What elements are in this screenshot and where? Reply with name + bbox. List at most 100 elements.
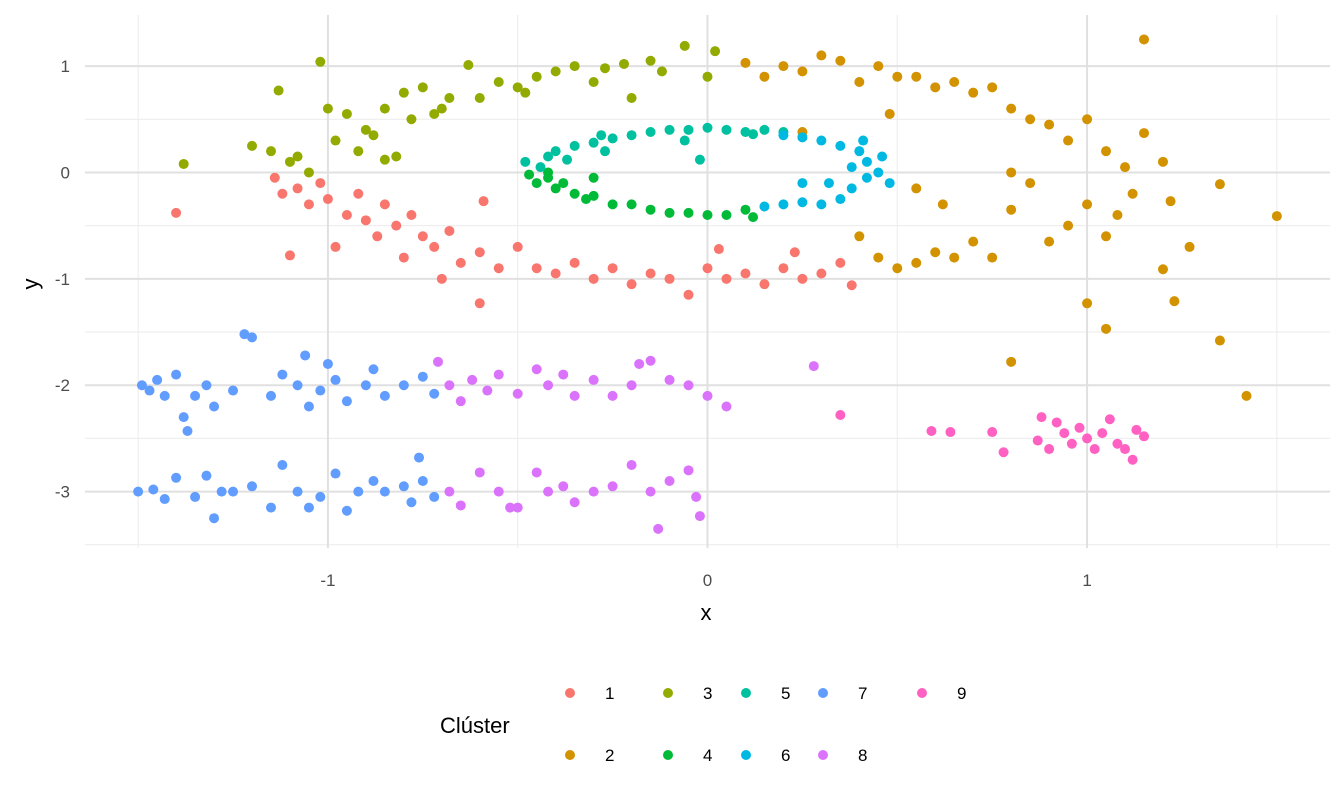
point-cluster-3 <box>417 82 428 93</box>
point-cluster-9 <box>835 410 846 421</box>
point-cluster-8 <box>493 486 504 497</box>
point-cluster-3 <box>247 140 258 151</box>
point-cluster-7 <box>398 380 409 391</box>
point-cluster-5 <box>664 124 675 135</box>
point-cluster-2 <box>1184 241 1195 252</box>
point-cluster-7 <box>368 364 379 375</box>
legend-key-8 <box>818 750 828 760</box>
legend-label-9: 9 <box>957 684 966 703</box>
point-cluster-3 <box>512 82 523 93</box>
point-cluster-3 <box>531 71 542 82</box>
point-cluster-7 <box>209 401 220 412</box>
point-cluster-6 <box>816 199 827 210</box>
point-cluster-8 <box>691 491 702 502</box>
point-cluster-7 <box>171 472 182 483</box>
point-cluster-4 <box>683 207 694 218</box>
point-cluster-7 <box>368 475 379 486</box>
point-cluster-8 <box>721 401 732 412</box>
point-cluster-2 <box>759 71 770 82</box>
point-cluster-1 <box>292 183 303 194</box>
point-cluster-1 <box>429 241 440 252</box>
point-cluster-2 <box>1112 210 1123 221</box>
point-cluster-7 <box>190 390 201 401</box>
point-cluster-2 <box>854 231 865 242</box>
point-cluster-7 <box>136 380 147 391</box>
point-cluster-2 <box>1006 103 1017 114</box>
point-cluster-8 <box>702 390 713 401</box>
point-cluster-8 <box>505 502 516 513</box>
point-cluster-2 <box>1082 114 1093 125</box>
point-cluster-7 <box>303 401 314 412</box>
point-cluster-1 <box>341 210 352 221</box>
point-cluster-6 <box>861 172 872 183</box>
point-cluster-8 <box>808 361 819 372</box>
point-cluster-7 <box>159 390 170 401</box>
point-cluster-8 <box>531 364 542 375</box>
point-cluster-7 <box>190 491 201 502</box>
point-cluster-7 <box>265 502 276 513</box>
legend-label-6: 6 <box>781 746 790 765</box>
point-cluster-1 <box>740 268 751 279</box>
point-cluster-3 <box>265 146 276 157</box>
point-cluster-9 <box>926 425 937 436</box>
point-cluster-7 <box>429 388 440 399</box>
point-cluster-7 <box>406 497 417 508</box>
y-tick-label: 0 <box>61 163 70 182</box>
point-cluster-7 <box>330 468 341 479</box>
point-cluster-7 <box>209 513 220 524</box>
point-cluster-8 <box>444 380 455 391</box>
point-cluster-1 <box>322 194 333 205</box>
point-cluster-7 <box>277 460 288 471</box>
point-cluster-1 <box>284 250 295 261</box>
point-cluster-9 <box>1066 438 1077 449</box>
point-cluster-7 <box>144 385 155 396</box>
point-cluster-4 <box>645 204 656 215</box>
point-cluster-2 <box>1063 135 1074 146</box>
point-cluster-1 <box>315 178 326 189</box>
point-cluster-7 <box>247 481 258 492</box>
legend-label-3: 3 <box>703 684 712 703</box>
point-cluster-4 <box>740 204 751 215</box>
point-cluster-4 <box>607 199 618 210</box>
point-cluster-7 <box>300 350 311 361</box>
point-cluster-2 <box>835 55 846 66</box>
point-cluster-8 <box>482 385 493 396</box>
legend: Clúster 1 2 3 4 5 6 7 8 9 <box>440 684 966 765</box>
point-cluster-1 <box>683 289 694 300</box>
point-cluster-6 <box>759 201 770 212</box>
point-cluster-2 <box>892 263 903 274</box>
point-cluster-4 <box>543 167 554 178</box>
point-cluster-1 <box>531 263 542 274</box>
point-cluster-8 <box>467 374 478 385</box>
point-cluster-7 <box>341 396 352 407</box>
point-cluster-7 <box>178 412 189 423</box>
point-cluster-5 <box>645 127 656 138</box>
point-cluster-2 <box>911 71 922 82</box>
point-cluster-3 <box>353 146 364 157</box>
point-cluster-1 <box>550 268 561 279</box>
legend-label-2: 2 <box>605 746 614 765</box>
x-tick-label: 1 <box>1082 571 1091 590</box>
point-cluster-7 <box>360 380 371 391</box>
data-points <box>133 34 1282 534</box>
point-cluster-6 <box>877 151 888 162</box>
point-cluster-2 <box>911 257 922 268</box>
point-cluster-5 <box>683 124 694 135</box>
point-cluster-3 <box>360 124 371 135</box>
legend-key-3 <box>663 688 673 698</box>
point-cluster-1 <box>303 199 314 210</box>
point-cluster-7 <box>201 470 212 481</box>
legend-label-7: 7 <box>858 684 867 703</box>
point-cluster-3 <box>436 103 447 114</box>
point-cluster-7 <box>417 371 428 382</box>
point-cluster-3 <box>303 167 314 178</box>
point-cluster-9 <box>1051 417 1062 428</box>
point-cluster-2 <box>930 82 941 93</box>
legend-label-1: 1 <box>605 684 614 703</box>
point-cluster-2 <box>1139 128 1150 139</box>
point-cluster-8 <box>569 390 580 401</box>
point-cluster-1 <box>816 268 827 279</box>
point-cluster-8 <box>653 523 664 534</box>
point-cluster-8 <box>645 486 656 497</box>
legend-key-6 <box>741 750 751 760</box>
